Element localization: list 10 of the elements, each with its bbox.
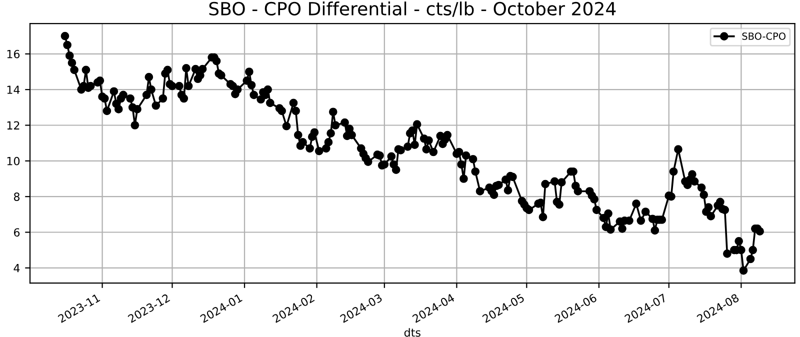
y-tick-label: 12 [7, 121, 20, 130]
y-tick-label: 14 [7, 86, 20, 94]
y-tick-label: 10 [7, 156, 20, 166]
y-tick-label: 16 [7, 50, 20, 58]
legend-label: SBO-CPO [742, 32, 786, 40]
chart-title: SBO - CPO Differential - cts/lb - October 2024 [209, 2, 616, 17]
y-tick-label: 4 [14, 264, 20, 272]
y-tick-label: 8 [14, 192, 20, 201]
y-tick-label: 6 [14, 228, 20, 237]
x-axis-title: dts [404, 328, 420, 337]
